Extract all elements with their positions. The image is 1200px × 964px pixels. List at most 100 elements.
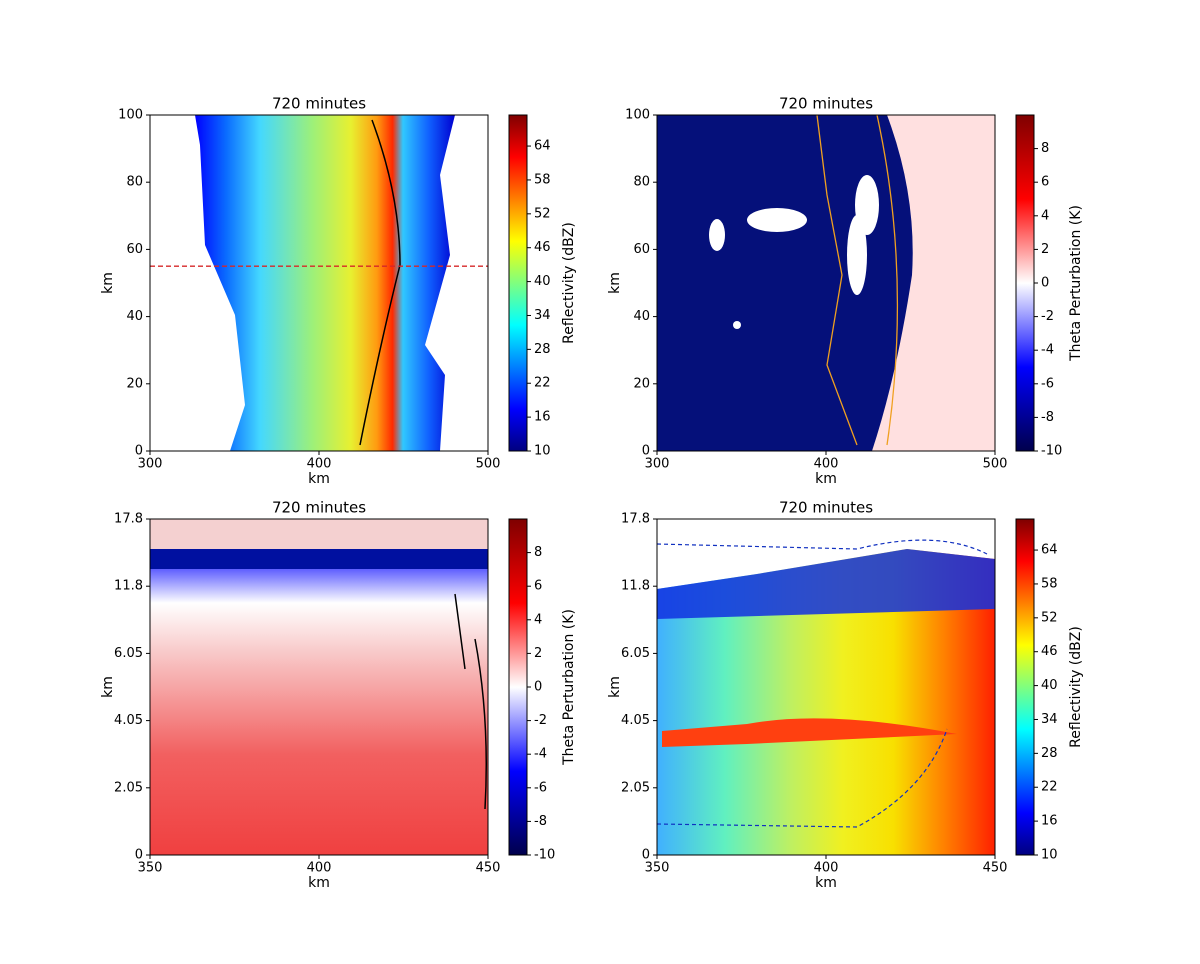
- contour: [657, 539, 988, 828]
- colorbar-tick-label: 64: [534, 139, 551, 154]
- colorbar-label: Theta Perturbation (K): [1068, 205, 1084, 362]
- colorbar-tick-label: 10: [1041, 848, 1058, 863]
- y-tick-label: 0: [642, 444, 650, 459]
- panel: 720 minutes km km 300 400 500 0 20 40 60 80 100 10 16…: [100, 95, 577, 488]
- field-layer: [657, 519, 995, 855]
- field: [662, 718, 957, 747]
- colorbar: [508, 114, 528, 452]
- colorbar-tick-label: -6: [534, 780, 547, 795]
- y-tick-label: 6.05: [621, 646, 650, 661]
- colorbar-tick-label: 34: [534, 308, 551, 323]
- y-tick-label: 0: [135, 444, 143, 459]
- field: [195, 115, 455, 451]
- field-layer: [150, 519, 488, 855]
- y-tick-label: 40: [126, 309, 143, 324]
- y-tick-label: 6.05: [114, 646, 143, 661]
- field: [150, 549, 488, 569]
- panel-title: 720 minutes: [272, 95, 366, 113]
- colorbar-tick-label: 6: [1041, 175, 1049, 190]
- field-patch: [747, 208, 807, 232]
- colorbar-tick-label: 4: [1041, 208, 1049, 223]
- x-axis-label: km: [308, 471, 330, 487]
- colorbar-tick-label: 52: [534, 206, 551, 221]
- colorbar-tick-label: 2: [534, 646, 542, 661]
- x-tick-label: 400: [814, 861, 839, 876]
- y-tick-label: 2.05: [114, 780, 143, 795]
- x-tick-label: 300: [138, 457, 163, 472]
- colorbar-label: Reflectivity (dBZ): [561, 222, 577, 344]
- y-axis-label: km: [100, 272, 116, 294]
- colorbar-tick-label: -8: [1041, 410, 1054, 425]
- y-axis-label: km: [607, 676, 623, 698]
- colorbar: [1015, 518, 1035, 856]
- colorbar-tick-label: 10: [534, 444, 551, 459]
- panel: 720 minutes km km 350 400 450 0 2.05 4.05 6.05 11.…: [100, 499, 577, 892]
- colorbar-tick-label: 2: [1041, 242, 1049, 257]
- colorbar-tick-label: 8: [534, 545, 542, 560]
- panel-title: 720 minutes: [272, 499, 366, 517]
- y-tick-label: 4.05: [621, 713, 650, 728]
- contour: [454, 593, 487, 810]
- colorbar-tick-label: 0: [534, 680, 542, 695]
- y-tick-label: 100: [118, 108, 143, 123]
- colorbar-tick-label: 28: [534, 342, 551, 357]
- y-tick-label: 11.8: [621, 579, 650, 594]
- y-tick-label: 2.05: [621, 780, 650, 795]
- y-tick-label: 80: [126, 175, 143, 190]
- colorbar-tick-label: 46: [534, 240, 551, 255]
- field: [657, 549, 995, 619]
- colorbar-tick-label: 28: [1041, 746, 1058, 761]
- y-tick-label: 0: [135, 848, 143, 863]
- panel-title: 720 minutes: [779, 499, 873, 517]
- y-tick-label: 0: [642, 848, 650, 863]
- colorbar-tick-label: 46: [1041, 644, 1058, 659]
- y-tick-label: 60: [126, 242, 143, 257]
- colorbar-tick-label: 58: [534, 172, 551, 187]
- y-tick-label: 17.8: [621, 512, 650, 527]
- x-axis-label: km: [308, 875, 330, 891]
- y-tick-label: 100: [625, 108, 650, 123]
- y-tick-label: 11.8: [114, 579, 143, 594]
- colorbar-tick-label: 0: [1041, 276, 1049, 291]
- x-tick-label: 400: [307, 457, 332, 472]
- contour: [359, 119, 401, 446]
- x-tick-label: 350: [138, 861, 163, 876]
- panel-title: 720 minutes: [779, 95, 873, 113]
- field-layer: [195, 115, 455, 451]
- field: [657, 519, 995, 589]
- colorbar-tick-label: -8: [534, 814, 547, 829]
- x-axis-label: km: [815, 875, 837, 891]
- colorbar-tick-label: 40: [1041, 678, 1058, 693]
- colorbar-tick-label: 34: [1041, 712, 1058, 727]
- field-patch: [847, 215, 867, 295]
- colorbar-label: Reflectivity (dBZ): [1068, 626, 1084, 748]
- field-patch: [709, 219, 725, 251]
- colorbar-tick-label: 16: [1041, 814, 1058, 829]
- x-tick-label: 500: [476, 457, 501, 472]
- y-axis-label: km: [100, 676, 116, 698]
- colorbar: [508, 518, 528, 856]
- colorbar-tick-label: -10: [1041, 444, 1062, 459]
- colorbar-tick-label: 64: [1041, 543, 1058, 558]
- y-tick-label: 4.05: [114, 713, 143, 728]
- field: [150, 519, 488, 855]
- colorbar-label: Theta Perturbation (K): [561, 609, 577, 766]
- colorbar-tick-label: 22: [534, 376, 551, 391]
- field-patch: [733, 321, 741, 329]
- x-tick-label: 450: [476, 861, 501, 876]
- colorbar-tick-label: 58: [1041, 576, 1058, 591]
- y-tick-label: 20: [126, 376, 143, 391]
- x-tick-label: 350: [645, 861, 670, 876]
- y-tick-label: 60: [633, 242, 650, 257]
- x-tick-label: 500: [983, 457, 1008, 472]
- colorbar-tick-label: 40: [534, 274, 551, 289]
- panel: 720 minutes km km 350 400 450 0 2.05 4.05 6.05 11.…: [607, 499, 1084, 892]
- y-tick-label: 40: [633, 309, 650, 324]
- colorbar-tick-label: -6: [1041, 376, 1054, 391]
- colorbar-tick-label: -4: [534, 747, 547, 762]
- colorbar-tick-label: 16: [534, 410, 551, 425]
- x-tick-label: 400: [814, 457, 839, 472]
- colorbar-tick-label: -2: [1041, 309, 1054, 324]
